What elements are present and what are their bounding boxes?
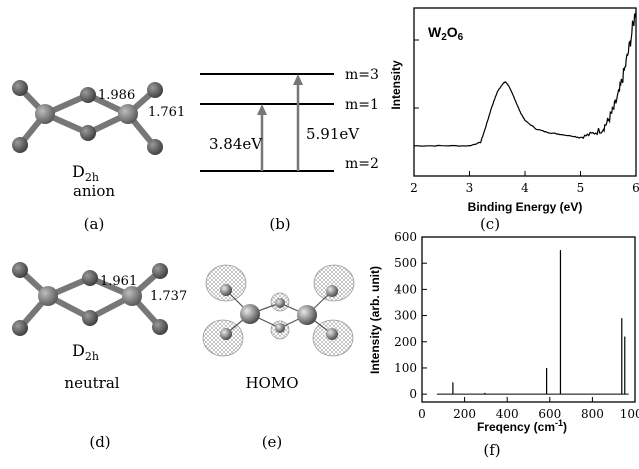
oxygen-atom [12, 320, 28, 336]
x-axis-label: Binding Energy (eV) [468, 200, 583, 214]
x-tick-label: 200 [453, 407, 476, 421]
oxygen-atom [147, 82, 163, 98]
y-axis-label: Intensity [389, 60, 403, 110]
oxygen-atom [12, 137, 28, 153]
oxygen-atom [152, 263, 168, 279]
tungsten-atom [38, 286, 58, 306]
transition-energy-2: 5.91eV [306, 125, 360, 143]
x-tick-label: 600 [538, 407, 561, 421]
tungsten-atom [240, 304, 260, 324]
y-tick-label: 500 [394, 256, 417, 270]
oxygen-atom [326, 285, 338, 297]
spectrum-line [413, 11, 637, 147]
x-tick-label: 3 [466, 181, 474, 195]
orbital-label: HOMO [245, 374, 298, 392]
oxygen-atom [80, 87, 96, 103]
bond-length-long: 1.961 [100, 274, 137, 289]
state-label: neutral [64, 374, 119, 392]
y-tick-label: 100 [394, 361, 417, 375]
oxygen-atom [326, 328, 338, 340]
oxygen-atom [80, 125, 96, 141]
tungsten-atom [118, 104, 138, 124]
symmetry-label: D2h [72, 162, 99, 184]
panel-c: 2 3 4 5 6 W2O6 Intensity Binding Energy (eV)… [389, 7, 639, 233]
tungsten-atom [297, 305, 317, 325]
panel-a: 1.986 1.761 D2h anion (a) [12, 80, 185, 233]
level-label: m=2 [345, 156, 379, 172]
x-tick-label: 2 [410, 181, 418, 195]
panel-e: HOMO (e) [202, 264, 355, 451]
state-label: anion [73, 182, 115, 200]
x-tick-label: 0 [418, 407, 426, 421]
oxygen-atom [152, 319, 168, 335]
panel-caption: (d) [89, 433, 110, 451]
y-axis-label: Intensity (arb. unit) [368, 266, 382, 374]
x-tick-label: 800 [581, 407, 604, 421]
oxygen-atom [147, 139, 163, 155]
arrow-head-icon [257, 104, 267, 115]
panel-caption: (a) [84, 215, 105, 233]
oxygen-atom [82, 270, 98, 286]
y-axis: 0 100 200 300 400 500 600 [394, 230, 427, 401]
x-tick-label: 4 [521, 181, 529, 195]
bar-series [436, 250, 629, 395]
oxygen-atom [12, 262, 28, 278]
y-tick-label: 200 [394, 335, 417, 349]
x-tick-label: 5 [577, 181, 585, 195]
transition-energy-1: 3.84eV [209, 135, 263, 153]
oxygen-atom [275, 323, 285, 333]
oxygen-atom [12, 80, 28, 96]
oxygen-atom [82, 310, 98, 326]
y-tick-label: 0 [409, 387, 417, 401]
arrow-head-icon [293, 74, 303, 85]
panel-caption: (c) [480, 215, 500, 233]
oxygen-atom [220, 284, 232, 296]
panel-d: 1.961 1.737 D2h neutral (d) [12, 262, 187, 451]
symmetry-label: D2h [72, 341, 99, 363]
panel-caption: (f) [483, 441, 500, 459]
x-tick-label: 6 [632, 181, 639, 195]
level-label: m=1 [345, 97, 379, 113]
plot-frame [421, 236, 636, 403]
panel-b: m=3 m=1 m=2 3.84eV 5.91eV (b) [200, 67, 379, 233]
chart-title: W2O6 [428, 24, 464, 43]
y-tick-label: 300 [394, 309, 417, 323]
x-axis: 2 3 4 5 6 [410, 171, 639, 195]
bond-length-short: 1.737 [150, 289, 187, 304]
bond-length-short: 1.761 [148, 105, 185, 120]
oxygen-atom [275, 298, 285, 308]
tungsten-atom [35, 104, 55, 124]
oxygen-atom [220, 328, 232, 340]
panel-caption: (b) [269, 215, 290, 233]
bond-length-long: 1.986 [98, 88, 135, 103]
orbital-lobes [202, 264, 355, 357]
y-tick-label: 600 [394, 230, 417, 244]
level-label: m=3 [345, 67, 379, 83]
x-axis-label: Freqency (cm-1) [477, 418, 567, 434]
y-tick-label: 400 [394, 282, 417, 296]
tungsten-atom [122, 286, 142, 306]
panel-caption: (e) [262, 433, 283, 451]
x-tick-label: 400 [496, 407, 519, 421]
